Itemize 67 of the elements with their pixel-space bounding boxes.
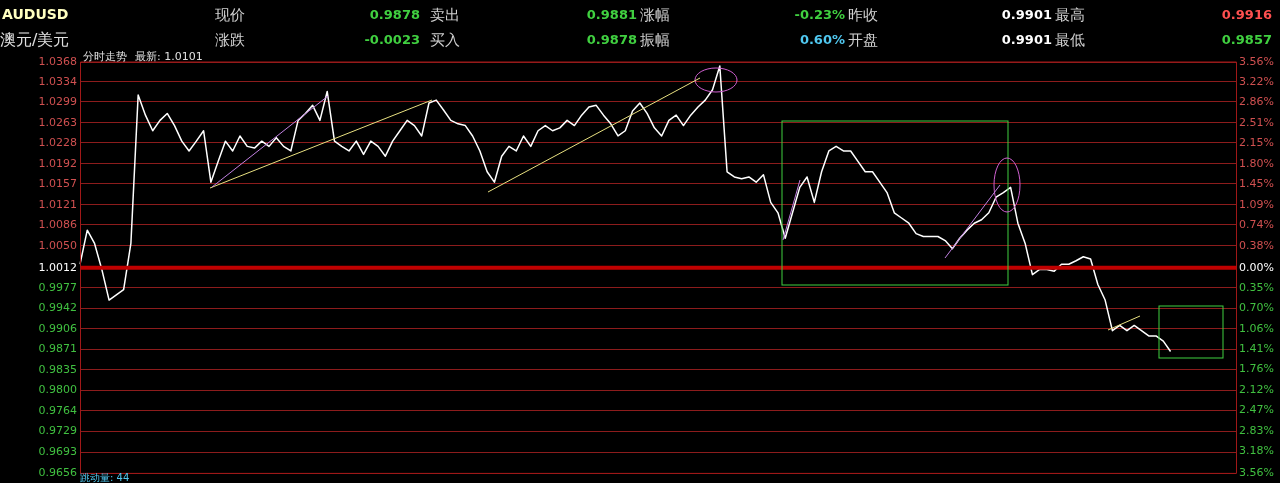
chart-subtitle: 澳元/美元	[0, 30, 70, 51]
text: 0.9881	[585, 7, 637, 22]
y2-tick-label: 3.18%	[1239, 444, 1274, 458]
text: 昨收	[848, 6, 878, 25]
y-tick-label: 1.0012	[38, 260, 77, 274]
y2-tick-label: 1.41%	[1239, 342, 1274, 356]
y-tick-label: 0.9764	[38, 403, 77, 417]
y-tick-label: 1.0192	[38, 156, 77, 170]
text: 0.9901	[1000, 7, 1052, 22]
y2-tick-label: 3.22%	[1239, 74, 1274, 88]
y2-tick-label: 0.70%	[1239, 301, 1274, 315]
y-tick-label: 1.0157	[38, 176, 77, 190]
y-tick-label: 0.9729	[38, 424, 77, 438]
y-tick-label: 0.9835	[38, 362, 77, 376]
text: 最高	[1055, 6, 1085, 25]
y2-tick-label: 1.76%	[1239, 362, 1274, 376]
text: 现价	[215, 6, 245, 25]
y-tick-label: 0.9800	[38, 383, 77, 397]
y-tick-label: 0.9977	[38, 280, 77, 294]
y-tick-label: 1.0263	[38, 115, 77, 129]
text: 0.60%	[798, 32, 845, 47]
y-tick-label: 0.9871	[38, 342, 77, 356]
text: -0.23%	[793, 7, 845, 22]
y2-tick-label: 2.83%	[1239, 424, 1274, 438]
y2-tick-label: 0.35%	[1239, 280, 1274, 294]
y-tick-label: 1.0299	[38, 94, 77, 108]
y2-tick-label: 2.15%	[1239, 136, 1274, 150]
y2-tick-label: 0.38%	[1239, 238, 1274, 252]
y2-tick-label: 2.12%	[1239, 383, 1274, 397]
y-tick-label: 0.9693	[38, 444, 77, 458]
text: 0.9878	[368, 7, 420, 22]
text: 最低	[1055, 31, 1085, 50]
annotation: 分时走势	[83, 50, 127, 63]
y-tick-label: 1.0228	[38, 135, 77, 149]
text: 0.9857	[1220, 32, 1272, 47]
y-tick-label: 0.9906	[38, 321, 77, 335]
chart-title: AUDUSD	[2, 6, 69, 22]
y2-tick-label: 1.80%	[1239, 156, 1274, 170]
y2-tick-label: 3.56%	[1239, 54, 1274, 68]
annotation: 跳动量: 44	[80, 471, 130, 483]
text: 涨跌	[215, 31, 245, 50]
text: 0.9901	[1000, 32, 1052, 47]
y-tick-label: 1.0334	[38, 74, 77, 88]
y-tick-label: 1.0368	[38, 54, 77, 68]
text: 卖出	[430, 6, 460, 25]
text: 振幅	[640, 31, 670, 50]
y2-tick-label: 2.86%	[1239, 95, 1274, 109]
y2-tick-label: 1.45%	[1239, 176, 1274, 190]
y-tick-label: 0.9656	[38, 466, 77, 480]
y-tick-label: 1.0086	[38, 217, 77, 231]
y2-tick-label: 0.00%	[1239, 260, 1274, 274]
y2-tick-label: 3.56%	[1239, 466, 1274, 480]
text: 开盘	[848, 31, 878, 50]
y2-tick-label: 1.06%	[1239, 321, 1274, 335]
y2-tick-label: 2.47%	[1239, 403, 1274, 417]
y-tick-label: 1.0121	[38, 197, 77, 211]
text: 0.9878	[585, 32, 637, 47]
text: 买入	[430, 31, 460, 50]
text: 涨幅	[640, 6, 670, 25]
y-tick-label: 1.0050	[38, 238, 77, 252]
y2-tick-label: 1.09%	[1239, 197, 1274, 211]
text: 0.9916	[1220, 7, 1272, 22]
text: -0.0023	[363, 32, 420, 47]
y-tick-label: 0.9942	[38, 301, 77, 315]
annotation: 最新: 1.0101	[135, 50, 203, 63]
y2-tick-label: 0.74%	[1239, 217, 1274, 231]
y2-tick-label: 2.51%	[1239, 115, 1274, 129]
